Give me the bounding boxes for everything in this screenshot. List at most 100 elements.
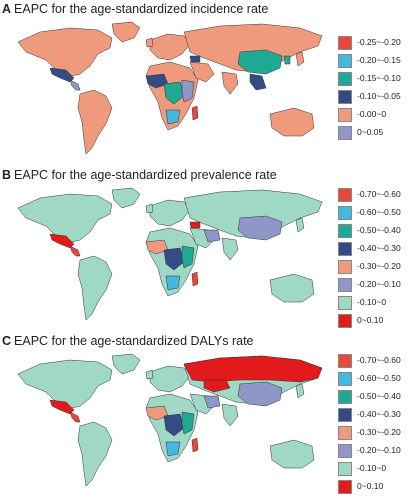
legend-label: -0.50~-0.40 <box>357 225 401 235</box>
landmass-japan <box>295 217 305 233</box>
legend-swatch <box>338 242 352 256</box>
legend-item: 0~0.05 <box>338 124 410 142</box>
legend-label: -0.60~-0.50 <box>357 373 401 383</box>
legend-label: -0.25~-0.20 <box>357 37 401 47</box>
legend-swatch <box>338 188 352 202</box>
legend-label: -0.70~-0.60 <box>357 189 401 199</box>
legend-label: -0.30~-0.20 <box>357 261 401 271</box>
panel-a: A EAPC for the age-standardized incidence… <box>0 2 410 167</box>
legend-label: -0.30~-0.20 <box>357 427 401 437</box>
legend-label: 0~0.05 <box>357 127 384 137</box>
landmass-japan <box>295 51 305 67</box>
landmass-greenland <box>111 21 141 43</box>
region-china <box>237 381 283 407</box>
region-caucasus <box>189 221 201 229</box>
legend-item: 0~0.10 <box>338 312 410 330</box>
legend-label: -0.15~-0.10 <box>357 73 401 83</box>
region-mexico <box>49 399 75 415</box>
legend-label: 0~0.10 <box>357 481 384 491</box>
panel-title: B EAPC for the age-standardized prevalenc… <box>2 168 277 182</box>
region-southeast-asia <box>249 73 267 91</box>
region-madagascar <box>191 105 199 121</box>
legend-label: -0.10~0 <box>357 463 387 473</box>
legend-swatch <box>338 126 352 140</box>
region-central-america <box>69 411 81 423</box>
landmass-south-america <box>77 421 113 487</box>
landmass-north-america <box>17 27 113 77</box>
landmass-south-america <box>77 255 113 321</box>
legend-item: -0.25~-0.20 <box>338 34 410 52</box>
legend-swatch <box>338 314 352 328</box>
landmass-russia-asia <box>183 189 323 239</box>
region-south-africa <box>165 275 181 291</box>
landmass-india <box>221 237 239 261</box>
legend-label: 0~0.10 <box>357 315 384 325</box>
legend-label: -0.70~-0.60 <box>357 355 401 365</box>
legend-item: -0.60~-0.50 <box>338 370 410 388</box>
region-east-africa <box>181 79 195 103</box>
legend-label: -0.40~-0.30 <box>357 409 401 419</box>
legend-label: -0.10~0 <box>357 297 387 307</box>
legend-item: -0.20~-0.10 <box>338 276 410 294</box>
region-central-america <box>69 79 81 91</box>
region-mexico <box>49 233 75 249</box>
landmass-uk <box>145 369 154 380</box>
world-map <box>17 187 323 321</box>
legend-swatch <box>338 372 352 386</box>
landmass-middle-east <box>189 61 215 83</box>
legend-item: -0.10~-0.05 <box>338 88 410 106</box>
panel-letter: A <box>2 2 12 16</box>
legend-swatch <box>338 54 352 68</box>
panel-b: B EAPC for the age-standardized prevalenc… <box>0 168 410 333</box>
legend-swatch <box>338 390 352 404</box>
region-central-africa <box>163 81 185 105</box>
landmass-north-america <box>17 359 113 409</box>
legend-label: -0.20~-0.10 <box>357 279 401 289</box>
landmass-europe <box>149 199 191 227</box>
legend-swatch <box>338 206 352 220</box>
legend-item: 0~0.10 <box>338 478 410 496</box>
legend-swatch <box>338 354 352 368</box>
legend-label: -0.20~-0.10 <box>357 445 401 455</box>
legend-item: -0.30~-0.20 <box>338 424 410 442</box>
region-south-africa <box>165 109 181 125</box>
legend-item: -0.60~-0.50 <box>338 204 410 222</box>
landmass-europe <box>149 365 191 393</box>
legend-swatch <box>338 108 352 122</box>
region-russia <box>183 355 323 383</box>
legend-swatch <box>338 36 352 50</box>
region-east-africa <box>181 411 195 435</box>
landmass-india <box>221 403 239 427</box>
legend-swatch <box>338 462 352 476</box>
region-west-africa <box>145 73 169 89</box>
region-iran <box>203 395 221 409</box>
world-map <box>17 21 323 155</box>
panel-title-text: EAPC for the age-standardized incidence … <box>14 2 269 16</box>
region-caucasus <box>189 55 201 63</box>
panel-c: C EAPC for the age-standardized DALYs rat… <box>0 334 410 499</box>
region-china <box>237 49 283 75</box>
legend-item: -0.20~-0.10 <box>338 442 410 460</box>
legend-item: -0.40~-0.30 <box>338 406 410 424</box>
landmass-australia <box>269 439 315 469</box>
legend-item: -0.70~-0.60 <box>338 352 410 370</box>
landmass-australia <box>269 273 315 303</box>
legend-swatch <box>338 480 352 494</box>
region-china <box>237 215 283 241</box>
landmass-greenland <box>111 187 141 209</box>
world-map <box>17 353 323 487</box>
region-central-africa <box>163 413 185 437</box>
landmass-japan <box>295 383 305 399</box>
panel-title: A EAPC for the age-standardized incidence… <box>2 2 268 16</box>
legend-swatch <box>338 278 352 292</box>
legend-swatch <box>338 296 352 310</box>
region-iran <box>203 229 221 243</box>
landmass-uk <box>145 203 154 214</box>
legend-swatch <box>338 408 352 422</box>
region-kazakhstan <box>203 379 231 393</box>
region-mexico <box>49 67 75 83</box>
legend-item: -0.10~0 <box>338 294 410 312</box>
legend-label: -0.60~-0.50 <box>357 207 401 217</box>
legend-label: -0.20~-0.15 <box>357 55 401 65</box>
legend-item: -0.00~0 <box>338 106 410 124</box>
